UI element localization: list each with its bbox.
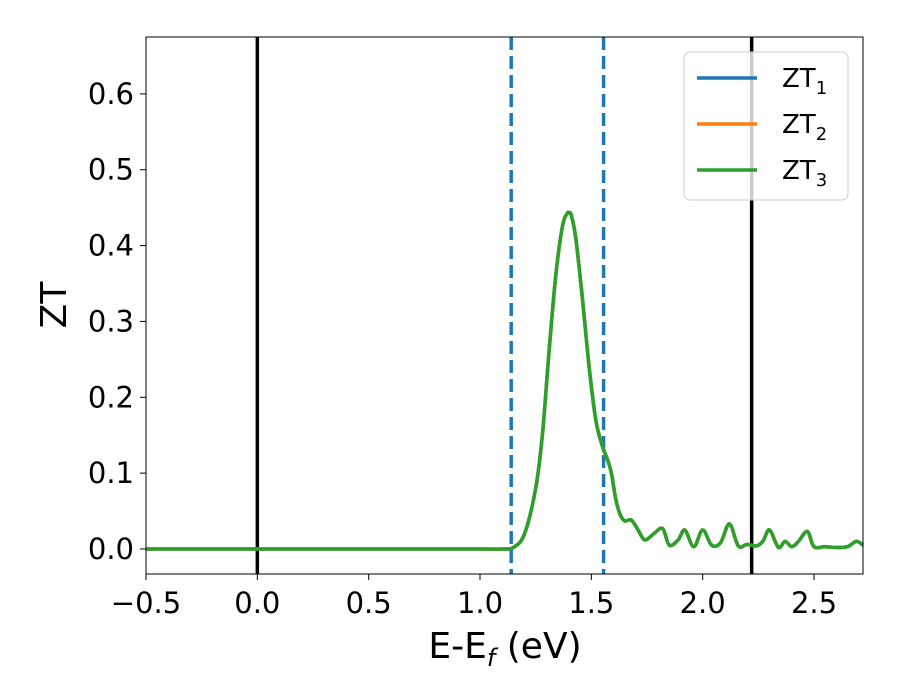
plot-frame (145, 36, 864, 575)
x-tick-label: 2.5 (791, 586, 837, 620)
x-tick-label: 0.5 (346, 586, 392, 620)
series-layer (146, 210, 865, 551)
x-tick-label: 1.0 (457, 586, 503, 620)
x-axis-title: E-Ef (eV) (428, 626, 581, 672)
x-axis-title-main: E-E (428, 626, 486, 667)
legend: ZT1 ZT2 ZT3 (683, 51, 849, 201)
y-tick-label: 0.1 (88, 456, 134, 490)
y-tick-label: 0.3 (88, 304, 134, 338)
y-tick-label: 0.5 (88, 153, 134, 187)
y-tick-label: 0.4 (88, 229, 134, 263)
x-tick-label: 2.0 (680, 586, 726, 620)
series-line-3 (146, 210, 865, 551)
y-tick-label: 0.6 (88, 77, 134, 111)
legend-label-3: ZT3 (782, 156, 827, 191)
x-tick-label: 0.0 (234, 586, 280, 620)
x-axis-title-unit: (eV) (495, 626, 581, 667)
x-tick-label: −0.5 (111, 586, 181, 620)
y-axis: 0.0 0.1 0.2 0.3 0.4 0.5 0.6 (88, 77, 146, 566)
y-axis-title: ZT (34, 281, 75, 329)
x-axis: −0.5 0.0 0.5 1.0 1.5 2.0 2.5 (111, 574, 837, 620)
x-tick-label: 1.5 (568, 586, 614, 620)
y-tick-label: 0.0 (88, 532, 134, 566)
legend-label-2: ZT2 (782, 110, 827, 145)
legend-label-1: ZT1 (782, 64, 827, 99)
y-tick-label: 0.2 (88, 380, 134, 414)
legend-box (683, 51, 849, 201)
